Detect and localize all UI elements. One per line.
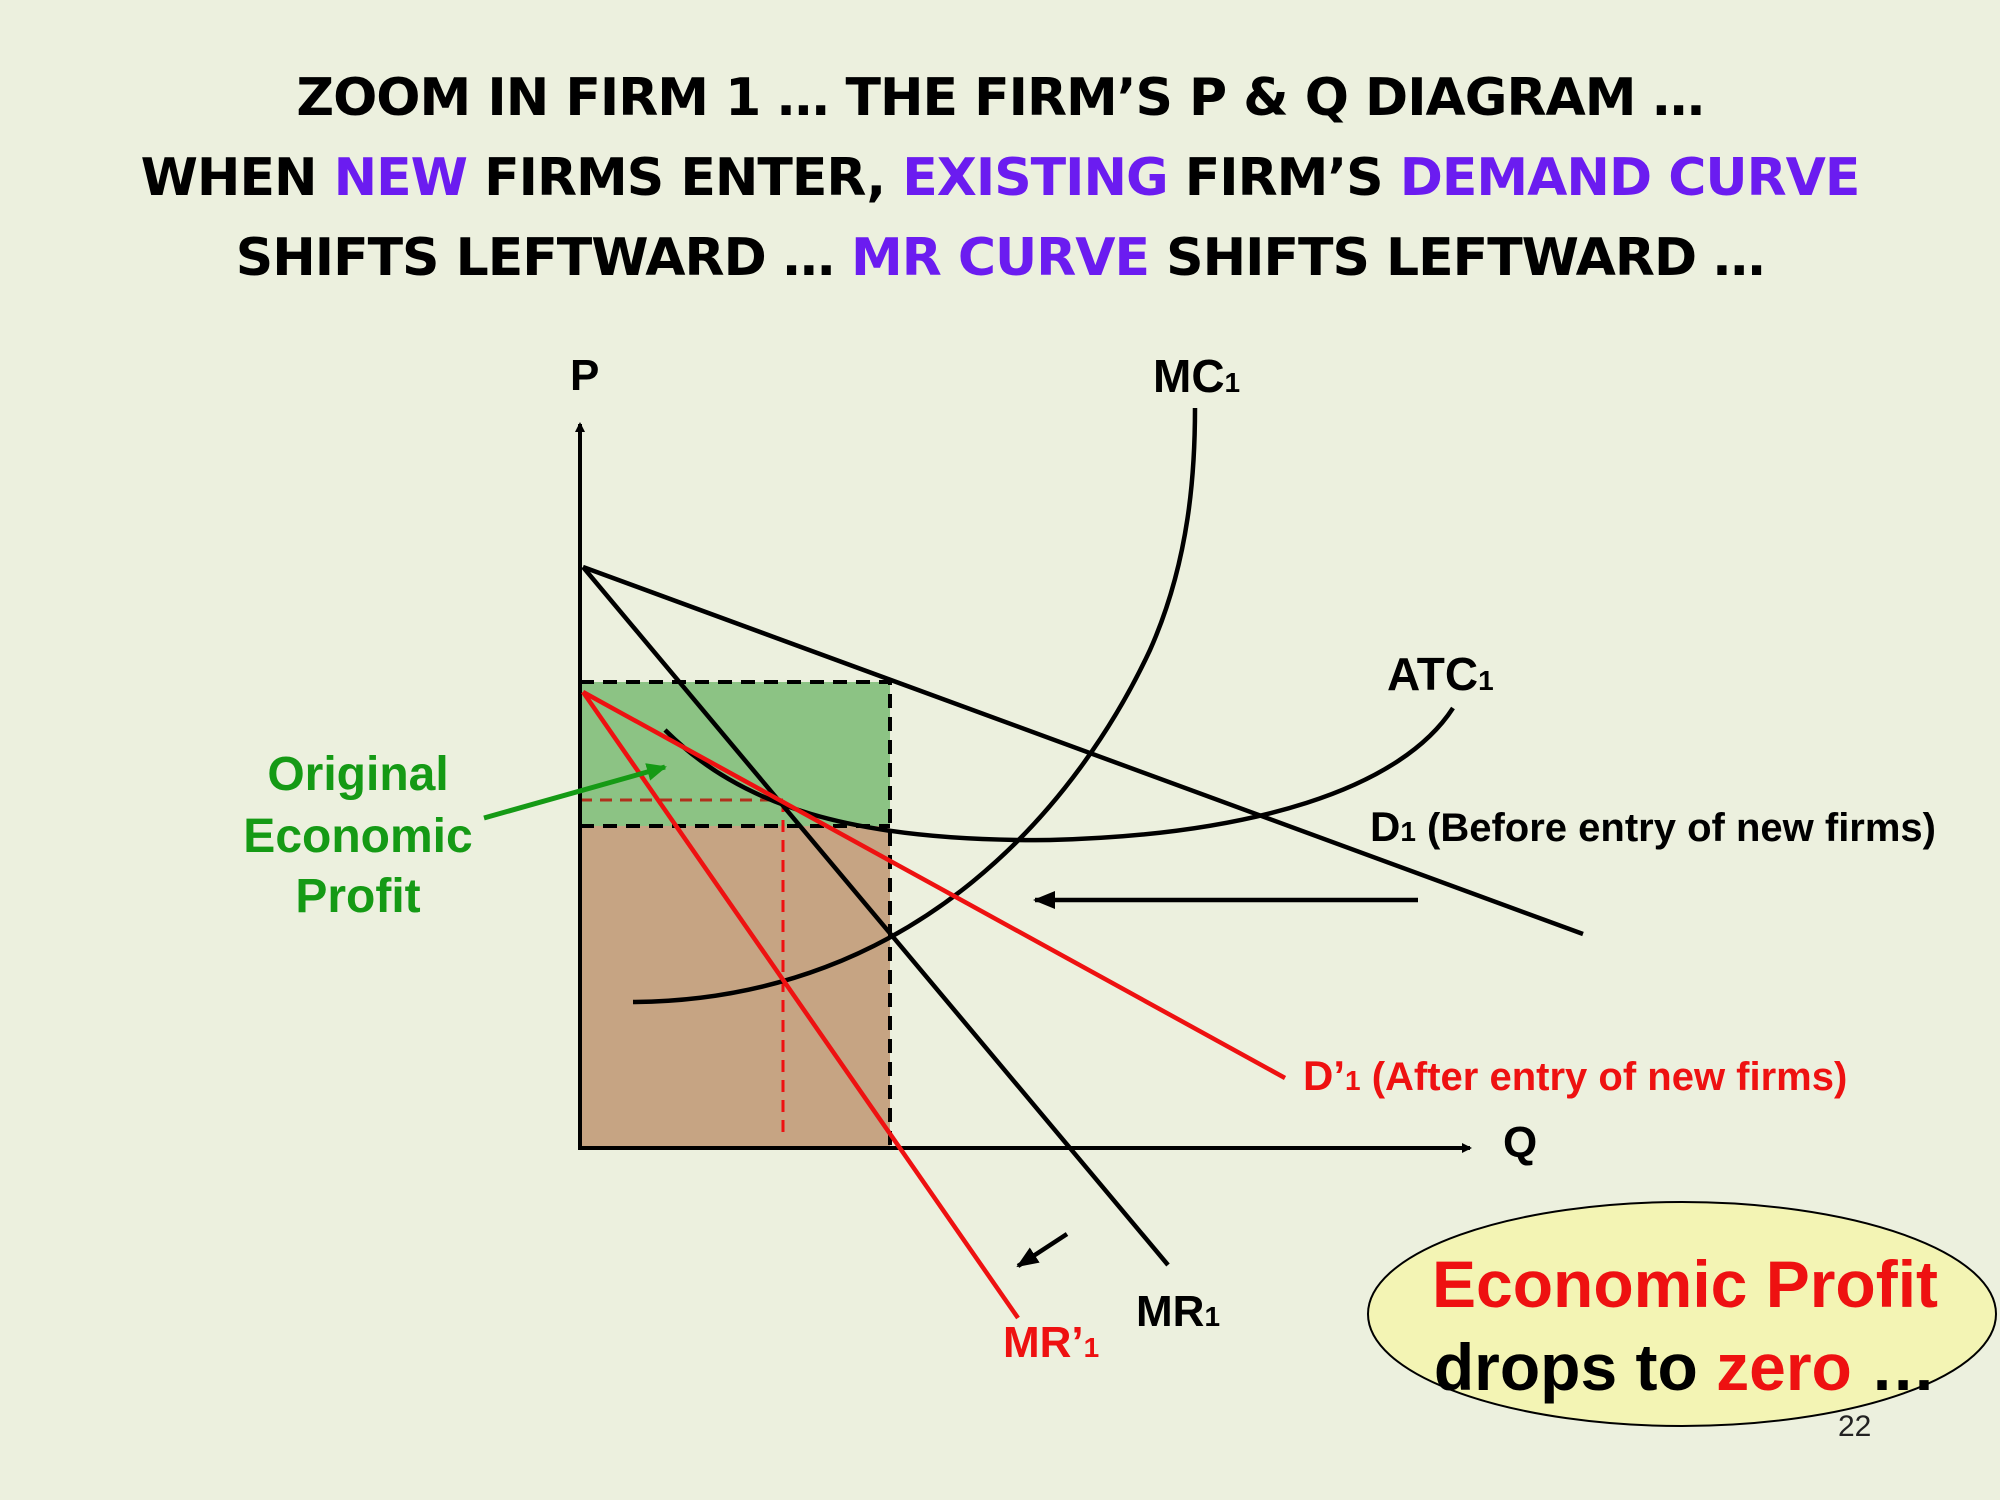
mr1-prime-label: MR’1 [1003, 1318, 1099, 1367]
title-line-1: ZOOM IN FIRM 1 … THE FIRM’S P & Q DIAGRA… [296, 68, 1704, 128]
title-segment: DEMAND CURVE [1399, 148, 1861, 208]
title-segment: EXISTING [902, 148, 1168, 208]
d1-label: D1 (Before entry of new firms) [1370, 803, 1936, 850]
title-segment: FIRM’S [1167, 148, 1400, 208]
original-profit-annotation: Original Economic Profit [243, 748, 472, 923]
demand-curve-d1-prime [581, 690, 1287, 1080]
title-segment: WHEN [140, 148, 334, 208]
callout-bubble [1367, 1201, 1997, 1427]
title-line-3: SHIFTS LEFTWARD … MR CURVE SHIFTS LEFTWA… [0, 218, 2000, 298]
title-segment: SHIFTS LEFTWARD … [1149, 228, 1765, 288]
callout-line-1: Economic Profit [1432, 1247, 1938, 1321]
annotation-line-2: Economic [243, 810, 472, 863]
mc-curve [632, 407, 1198, 1005]
mc-label: MC1 [1153, 350, 1240, 402]
title-segment: MR CURVE [850, 228, 1150, 288]
y-axis-label: P [570, 351, 599, 400]
mr-curve-mr1-prime [581, 690, 1020, 1320]
d1-prime-label: D’1 (After entry of new firms) [1303, 1052, 1847, 1099]
annotation-line-3: Profit [295, 870, 420, 923]
title-segment: SHIFTS LEFTWARD … [235, 228, 851, 288]
mr1-label: MR1 [1136, 1287, 1220, 1336]
annotation-line-1: Original [267, 748, 448, 801]
profit-annotation-arrow [483, 763, 667, 821]
cost-rectangle [580, 826, 890, 1148]
title-line-2: WHEN NEW FIRMS ENTER, EXISTING FIRM’S DE… [0, 138, 2000, 218]
mr-curve-mr1 [581, 565, 1170, 1267]
title-segment: FIRMS ENTER, [467, 148, 903, 208]
title-segment: NEW [333, 148, 468, 208]
original-profit-rectangle [580, 682, 890, 826]
atc-label: ATC1 [1387, 648, 1494, 700]
callout-line-2: drops to zero … [1434, 1330, 1936, 1404]
slide-title: ZOOM IN FIRM 1 … THE FIRM’S P & Q DIAGRA… [0, 58, 2000, 298]
x-axis-label: Q [1503, 1118, 1537, 1167]
page-number: 22 [1838, 1410, 1872, 1443]
demand-curve-d1 [582, 564, 1584, 937]
mr-shift-arrow [1016, 1232, 1069, 1268]
atc-curve [663, 706, 1455, 843]
